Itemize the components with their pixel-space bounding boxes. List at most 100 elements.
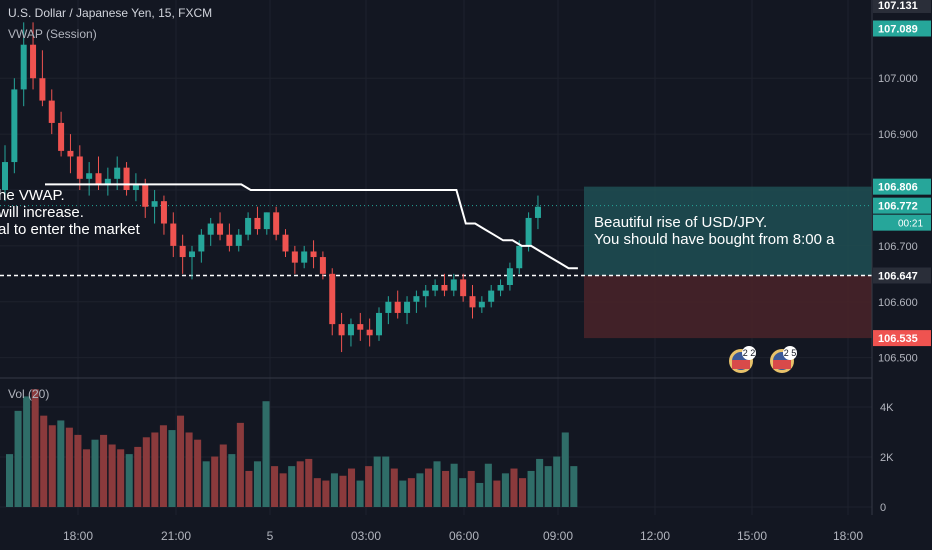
volume-bar-17	[151, 432, 159, 507]
event-label-0: 2 2	[743, 348, 756, 358]
volume-bar-39	[339, 475, 347, 507]
candle-body-4	[39, 78, 46, 101]
event-flag-stripe-1	[773, 360, 791, 369]
candle-body-54	[506, 268, 513, 285]
time-axis: 18:00 21:00 5 03:00 06:00 09:00 12:00 15:00 18:0…	[63, 529, 863, 543]
volume-bar-51	[442, 470, 450, 507]
event-label-1: 2 5	[784, 348, 797, 358]
candle-body-33	[310, 251, 317, 258]
candle-body-20	[189, 251, 195, 258]
candle-body-12	[114, 167, 121, 179]
volume-bar-16	[142, 437, 150, 507]
volume-bar-43	[373, 456, 381, 507]
volume-bar-3	[31, 389, 39, 507]
price-tag-2	[873, 178, 931, 195]
y-tick-5: 106.500	[878, 353, 918, 365]
left-annotation-1: will increase.	[0, 204, 84, 221]
candle-body-52	[488, 290, 495, 302]
volume-bar-13	[117, 449, 125, 507]
volume-bar-10	[91, 439, 99, 507]
candle-body-56	[525, 217, 532, 246]
volume-bar-21	[185, 432, 193, 507]
volume-bar-6	[57, 420, 65, 507]
price-tag-text-1: 107.089	[878, 24, 918, 36]
candle-body-53	[497, 285, 504, 291]
candle-body-3	[30, 44, 37, 79]
volume-bar-34	[296, 461, 304, 507]
candle-body-25	[235, 234, 242, 246]
candle-body-38	[357, 324, 364, 330]
volume-bar-64	[553, 456, 561, 507]
candle-body-50	[469, 296, 476, 308]
volume-bar-58	[501, 473, 509, 507]
candle-body-21	[198, 234, 205, 252]
vol-tick-1: 2K	[880, 452, 894, 464]
candle-body-0	[2, 162, 8, 190]
y-tick-0: 107.000	[878, 73, 918, 85]
volume-bar-32	[279, 473, 287, 507]
volume-bar-27	[236, 422, 244, 507]
volume-bar-5	[48, 425, 56, 507]
candle-body-28	[263, 212, 270, 230]
price-axis: 107.000106.900106.800106.700106.600106.5…	[871, 0, 932, 550]
volume-bar-50	[433, 461, 441, 507]
candle-body-8	[76, 156, 83, 179]
volume-bars	[6, 389, 578, 507]
candle-body-51	[478, 301, 485, 308]
volume-bar-8	[74, 434, 82, 507]
volume-bar-19	[168, 430, 176, 507]
volume-bar-53	[459, 478, 467, 507]
candle-body-57	[534, 206, 541, 218]
candle-body-1	[11, 89, 18, 163]
x-tick-8: 18:00	[833, 529, 863, 543]
x-tick-7: 15:00	[737, 529, 767, 543]
volume-bar-48	[416, 473, 424, 507]
candle-body-16	[151, 201, 158, 207]
y-tick-3: 106.700	[878, 241, 918, 253]
x-tick-0: 18:00	[63, 529, 93, 543]
volume-bar-30	[262, 401, 270, 507]
volume-bar-41	[356, 480, 364, 507]
vol-tick-2: 0	[880, 502, 886, 514]
y-tick-1: 106.900	[878, 129, 918, 141]
vwap-line	[45, 183, 578, 270]
x-tick-6: 12:00	[640, 529, 670, 543]
candle-body-13	[123, 167, 130, 190]
event-badge-1	[783, 346, 797, 360]
x-tick-4: 06:00	[449, 529, 479, 543]
candles	[2, 22, 541, 353]
volume-bar-15	[134, 446, 142, 507]
volume-bar-33	[288, 466, 296, 507]
candle-body-44	[413, 296, 420, 302]
candle-body-40	[376, 312, 382, 336]
candle-body-27	[254, 217, 261, 230]
volume-bar-11	[100, 434, 108, 507]
position-zones	[0, 186, 872, 339]
y-tick-4: 106.600	[878, 297, 918, 309]
volume-bar-37	[322, 480, 330, 507]
right-annotation-1: You should have bought from 8:00 a	[594, 231, 835, 248]
candle-body-47	[441, 285, 448, 291]
volume-bar-66	[570, 466, 578, 507]
candle-body-24	[226, 234, 233, 246]
volume-bar-0	[6, 454, 14, 507]
candle-body-34	[319, 257, 326, 274]
loss-zone	[584, 275, 872, 339]
price-tag-text-0: 107.131	[878, 0, 918, 12]
candle-body-35	[329, 273, 336, 325]
volume-bar-31	[271, 466, 279, 507]
volume-bar-9	[82, 449, 90, 507]
candle-body-31	[291, 251, 298, 263]
price-tag-text-4: 106.647	[878, 271, 918, 283]
volume-bar-65	[561, 432, 569, 507]
vwap-path	[45, 183, 578, 270]
volume-bar-36	[313, 478, 321, 507]
candle-body-37	[347, 324, 354, 336]
volume-bar-49	[424, 468, 432, 507]
x-tick-5: 09:00	[543, 529, 573, 543]
candle-body-10	[95, 173, 102, 185]
volume-bar-46	[399, 480, 407, 507]
volume-bar-55	[476, 482, 484, 507]
